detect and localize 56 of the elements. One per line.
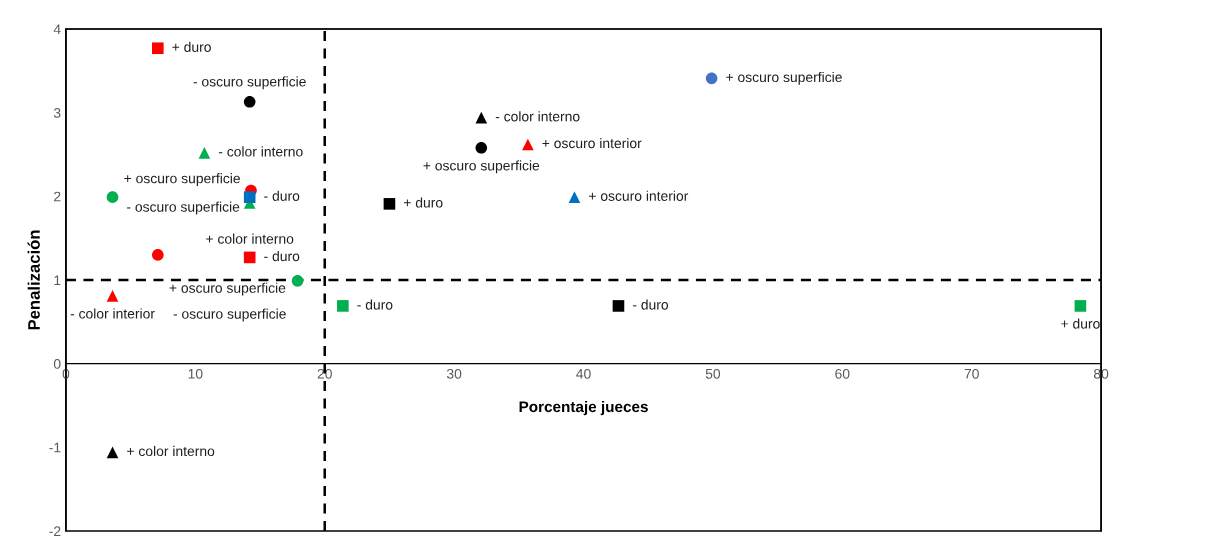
annotation: - oscuro superficie: [173, 308, 286, 322]
y-tick-label: 0: [53, 358, 61, 369]
point: [705, 72, 718, 85]
x-tick-label: 70: [964, 368, 979, 379]
annotation: - duro: [264, 250, 300, 262]
point: [475, 111, 488, 124]
y-tick-label: 3: [53, 108, 61, 118]
y-tick-label: 1: [54, 275, 61, 286]
point: [243, 251, 256, 264]
x-tick-label: 40: [576, 368, 591, 379]
y-tick-label: 2: [54, 191, 61, 202]
point: [291, 275, 304, 287]
annotation: + oscuro superficie: [423, 160, 540, 174]
annotation: + oscuro interior: [589, 190, 689, 201]
point: [152, 249, 164, 261]
x-axis-title: Porcentaje jueces: [519, 400, 648, 416]
x-tick-label: 20: [317, 368, 332, 379]
x-tick-label: 60: [835, 368, 850, 379]
point: [106, 446, 119, 459]
annotation: + duro: [1061, 318, 1100, 329]
annotation: + duro: [404, 197, 443, 208]
annotation: - duro: [357, 299, 393, 310]
point: [1074, 300, 1087, 312]
x-tick-label: 30: [446, 368, 462, 379]
annotation: - duro: [632, 299, 669, 310]
point: [522, 138, 534, 151]
point: [337, 300, 349, 312]
annotation: - oscuro superficie: [127, 201, 240, 215]
point: [383, 198, 396, 210]
y-tick-label: -2: [49, 526, 61, 537]
y-axis-title: Penalización: [27, 230, 40, 330]
point: [106, 191, 119, 203]
annotation: - color interno: [218, 146, 303, 157]
point: [243, 191, 256, 203]
point: [612, 300, 625, 312]
point: [243, 95, 256, 108]
annotation: + color interno: [127, 445, 215, 457]
annotation: + duro: [172, 41, 211, 52]
annotation: - color interior: [70, 308, 155, 319]
point: [475, 141, 488, 154]
point: [106, 290, 119, 302]
point: [568, 191, 581, 203]
y-tick-label: -1: [49, 442, 61, 453]
annotation: + oscuro interior: [542, 137, 642, 149]
annotation: + oscuro superficie: [726, 71, 842, 85]
annotation: - duro: [264, 190, 300, 201]
annotation: - color interno: [495, 111, 580, 122]
y-tick-label: 4: [53, 24, 61, 35]
annotation: + color interno: [206, 233, 294, 244]
annotation: + oscuro superficie: [124, 173, 240, 187]
point: [152, 42, 164, 55]
x-tick-label: 10: [188, 368, 203, 379]
x-tick-label: 50: [705, 368, 721, 379]
annotation: + oscuro superficie: [169, 282, 286, 296]
annotation: - oscuro superficie: [193, 76, 306, 90]
point: [198, 147, 211, 159]
